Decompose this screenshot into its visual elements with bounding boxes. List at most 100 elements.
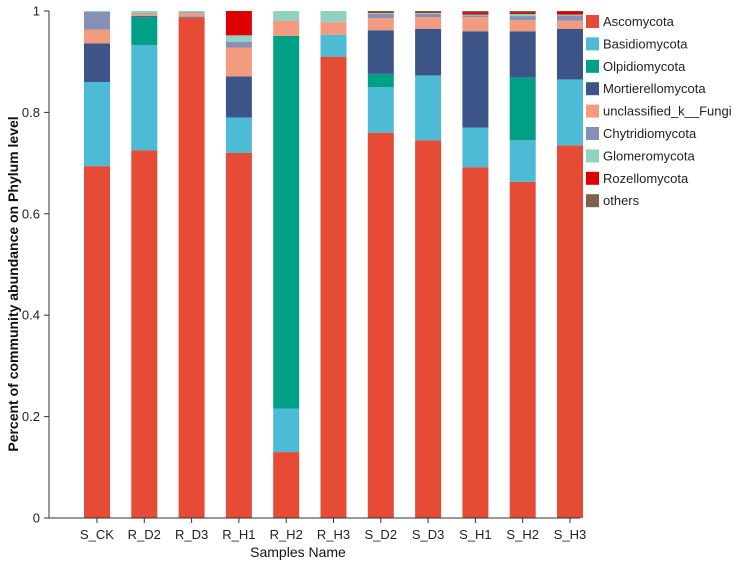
bar-segment-R_D2-ascomycota (131, 150, 158, 518)
x-tick-label-s-h1: S_H1 (459, 527, 492, 542)
bar-segment-R_H3-basidiomycota (320, 34, 347, 57)
bar-segment-S_CK-glomeromycota (84, 11, 110, 13)
x-tick-label-s-h3: S_H3 (554, 527, 587, 542)
bar-segment-R_H2-basidiomycota (273, 408, 300, 453)
bar-segment-R_D2-basidiomycota (131, 44, 158, 151)
bar-segment-S_H2-mortierellomycota (509, 31, 536, 78)
legend-label: Basidiomycota (603, 36, 688, 51)
legend-swatch-others (586, 194, 599, 208)
bar-segment-S_CK-mortierellomycota (84, 43, 110, 82)
bar-segment-S_H1-basidiomycota (462, 127, 489, 168)
legend-label: Glomeromycota (603, 148, 696, 163)
bar-segment-R_D2-chytridiomycota (131, 13, 158, 15)
legend-swatch-unclassified-k-fungi (586, 104, 599, 118)
bar-segment-R_D2-glomeromycota (131, 11, 158, 14)
bar-segment-S_H3-mortierellomycota (557, 28, 583, 80)
bars-group (84, 11, 583, 519)
bar-segment-S_D3-others (415, 11, 442, 13)
bar-segment-S_H1-others (462, 11, 489, 13)
legend-label: Olpidiomycota (603, 59, 686, 74)
bar-segment-R_D2-unclassified-k-fungi (131, 14, 158, 17)
bar-segment-R_H2-ascomycota (273, 452, 300, 518)
bar-segment-S_H1-unclassified-k-fungi (462, 17, 489, 32)
bar-segment-S_D3-rozellomycota (415, 12, 442, 14)
bar-segment-S_CK-unclassified-k-fungi (84, 29, 110, 44)
bar-segment-R_H2-olpidiomycota (273, 35, 300, 409)
bar-segment-R_D3-basidiomycota (178, 16, 205, 18)
x-tick-label-r-h2: R_H2 (270, 527, 303, 542)
bar-segment-R_H1-glomeromycota (225, 35, 252, 42)
bar-segment-S_D2-olpidiomycota (367, 73, 394, 88)
legend-label: Ascomycota (603, 14, 675, 29)
bar-segment-S_H1-mortierellomycota (462, 31, 489, 128)
y-tick-label: 0.6 (22, 206, 40, 221)
bar-segment-R_H3-unclassified-k-fungi (320, 22, 347, 35)
legend-swatch-ascomycota (586, 15, 599, 28)
x-axis-title: Samples Name (250, 544, 346, 560)
bar-segment-S_H2-others (509, 11, 536, 13)
axes-group: 0 0.2 0.4 0.6 0.8 1 S_CK R_D2 R_D3 R_H1 R_H2 R_H3 S_… (22, 4, 586, 543)
legend-swatch-chytridiomycota (586, 127, 599, 140)
y-tick-label: 0.2 (22, 409, 40, 424)
bar-segment-S_H3-ascomycota (557, 145, 583, 519)
bar-segment-S_H3-others (557, 11, 583, 12)
bar-segment-S_H2-chytridiomycota (509, 16, 536, 21)
bar-segment-R_H1-unclassified-k-fungi (225, 47, 252, 77)
bar-segment-S_D3-ascomycota (415, 140, 442, 519)
bar-segment-S_H1-ascomycota (462, 167, 489, 518)
bar-segment-S_H2-olpidiomycota (509, 77, 536, 141)
legend: Ascomycota Basidiomycota Olpidiomycota Mort… (586, 14, 732, 208)
legend-label: Rozellomycota (603, 171, 689, 186)
bar-segment-R_H1-rozellomycota (225, 11, 252, 36)
x-tick-label-s-h2: S_H2 (506, 527, 539, 542)
bar-segment-S_D2-glomeromycota (367, 13, 394, 15)
x-tick-label-r-d3: R_D3 (175, 527, 208, 542)
bar-segment-S_H2-basidiomycota (509, 140, 536, 182)
bar-segment-S_H2-glomeromycota (509, 14, 536, 17)
bar-segment-S_D3-glomeromycota (415, 13, 442, 15)
bar-segment-R_D2-mortierellomycota (131, 16, 158, 18)
bar-segment-S_H2-rozellomycota (509, 12, 536, 15)
bar-segment-S_H3-unclassified-k-fungi (557, 20, 583, 29)
bar-segment-S_CK-chytridiomycota (84, 12, 110, 30)
bar-segment-S_D3-basidiomycota (415, 75, 442, 141)
bar-segment-R_H1-basidiomycota (225, 117, 252, 153)
y-tick-label: 0 (33, 511, 40, 526)
bar-segment-R_H2-glomeromycota (273, 11, 300, 21)
bar-segment-S_D3-mortierellomycota (415, 28, 442, 76)
y-tick-label: 0.4 (22, 308, 40, 323)
legend-label: unclassified_k__Fungi (603, 104, 732, 119)
bar-segment-S_D2-ascomycota (367, 132, 394, 518)
legend-swatch-rozellomycota (586, 171, 599, 185)
bar-segment-S_H2-unclassified-k-fungi (509, 20, 536, 32)
x-tick-label-r-h3: R_H3 (317, 527, 350, 542)
bar-segment-R_H3-ascomycota (320, 56, 347, 518)
bar-segment-R_D3-ascomycota (178, 17, 205, 519)
bar-segment-S_D2-others (367, 11, 394, 13)
legend-label: Chytridiomycota (603, 126, 697, 141)
bar-segment-R_D3-unclassified-k-fungi (178, 13, 205, 17)
bar-segment-R_H1-chytridiomycota (225, 41, 252, 48)
bar-segment-S_H3-chytridiomycota (557, 15, 583, 21)
x-tick-label-s-d3: S_D3 (412, 527, 445, 542)
x-tick-label-s-d2: S_D2 (365, 527, 398, 542)
bar-segment-R_H3-glomeromycota (320, 11, 347, 23)
bar-segment-R_D2-olpidiomycota (131, 17, 158, 45)
legend-swatch-olpidiomycota (586, 59, 599, 73)
bar-segment-R_D3-chytridiomycota (178, 12, 205, 14)
y-tick-label: 0.8 (22, 105, 40, 120)
x-tick-label-s-ck: S_CK (80, 527, 114, 542)
bar-segment-S_D3-chytridiomycota (415, 14, 442, 18)
legend-swatch-glomeromycota (586, 149, 599, 163)
legend-label: others (603, 193, 640, 208)
legend-label: Mortierellomycota (603, 81, 706, 96)
bar-segment-S_H1-chytridiomycota (462, 15, 489, 18)
bar-segment-R_H2-unclassified-k-fungi (273, 20, 300, 36)
bar-segment-S_CK-ascomycota (84, 166, 110, 518)
x-tick-label-r-d2: R_D2 (128, 527, 161, 542)
bar-segment-S_H3-rozellomycota (557, 11, 583, 15)
bar-segment-R_H1-mortierellomycota (225, 76, 252, 118)
bar-segment-S_D2-rozellomycota (367, 12, 394, 14)
bar-segment-S_H1-rozellomycota (462, 12, 489, 15)
